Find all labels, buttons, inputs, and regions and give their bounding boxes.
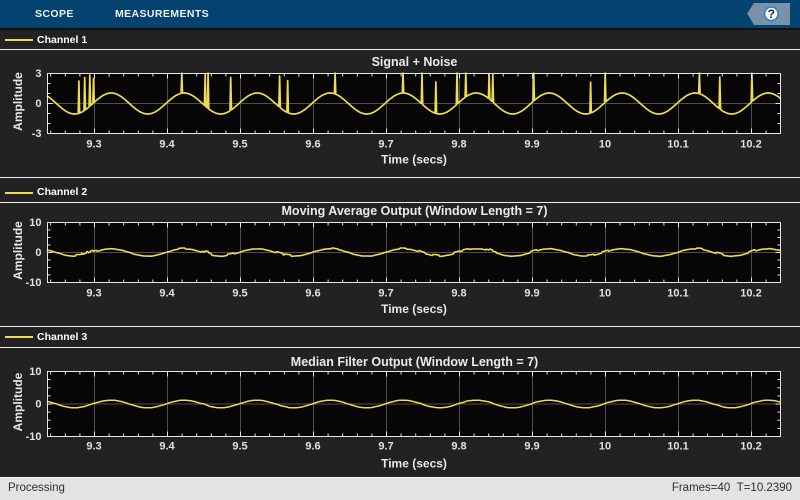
svg-text:10.2: 10.2	[740, 139, 761, 151]
svg-text:?: ?	[768, 7, 775, 21]
svg-text:9.4: 9.4	[159, 139, 175, 151]
svg-text:9.3: 9.3	[86, 139, 101, 151]
svg-text:Time (secs): Time (secs)	[381, 153, 447, 167]
svg-text:10: 10	[599, 139, 611, 151]
svg-text:Amplitude: Amplitude	[11, 221, 25, 280]
svg-text:Amplitude: Amplitude	[11, 372, 25, 431]
svg-text:9.9: 9.9	[524, 441, 539, 453]
svg-text:Signal + Noise: Signal + Noise	[372, 55, 458, 69]
svg-text:9.8: 9.8	[451, 441, 466, 453]
svg-text:9.5: 9.5	[232, 139, 247, 151]
svg-text:9.9: 9.9	[524, 139, 539, 151]
svg-text:9.7: 9.7	[378, 288, 393, 300]
svg-text:9.5: 9.5	[232, 288, 247, 300]
svg-text:10.1: 10.1	[667, 139, 688, 151]
svg-text:9.8: 9.8	[451, 139, 466, 151]
svg-text:Time (secs): Time (secs)	[381, 457, 447, 471]
svg-text:3: 3	[35, 68, 41, 80]
svg-text:9.5: 9.5	[232, 441, 247, 453]
svg-text:9.3: 9.3	[86, 288, 101, 300]
svg-text:0: 0	[35, 98, 41, 110]
svg-text:10.1: 10.1	[667, 288, 688, 300]
svg-text:9.3: 9.3	[86, 441, 101, 453]
svg-text:9.4: 9.4	[159, 288, 175, 300]
svg-text:Moving Average Output (Window: Moving Average Output (Window Length = 7…	[282, 204, 548, 218]
svg-text:9.6: 9.6	[305, 288, 320, 300]
svg-text:Median Filter Output (Window L: Median Filter Output (Window Length = 7)	[291, 355, 538, 369]
svg-text:10: 10	[599, 441, 611, 453]
svg-text:9.7: 9.7	[378, 139, 393, 151]
svg-text:9.8: 9.8	[451, 288, 466, 300]
svg-text:-10: -10	[26, 277, 42, 289]
svg-text:9.9: 9.9	[524, 288, 539, 300]
svg-text:10.2: 10.2	[740, 441, 761, 453]
svg-text:9.7: 9.7	[378, 441, 393, 453]
svg-text:9.6: 9.6	[305, 139, 320, 151]
svg-text:10: 10	[29, 366, 41, 378]
svg-text:-10: -10	[26, 431, 42, 443]
svg-text:0: 0	[35, 247, 41, 259]
svg-text:9.4: 9.4	[159, 441, 175, 453]
svg-text:Time (secs): Time (secs)	[381, 302, 447, 316]
svg-text:10: 10	[29, 217, 41, 229]
svg-text:10.2: 10.2	[740, 288, 761, 300]
svg-text:10.1: 10.1	[667, 441, 688, 453]
svg-text:Amplitude: Amplitude	[11, 72, 25, 131]
svg-text:0: 0	[35, 399, 41, 411]
svg-text:-3: -3	[32, 128, 42, 140]
svg-text:9.6: 9.6	[305, 441, 320, 453]
svg-text:10: 10	[599, 288, 611, 300]
